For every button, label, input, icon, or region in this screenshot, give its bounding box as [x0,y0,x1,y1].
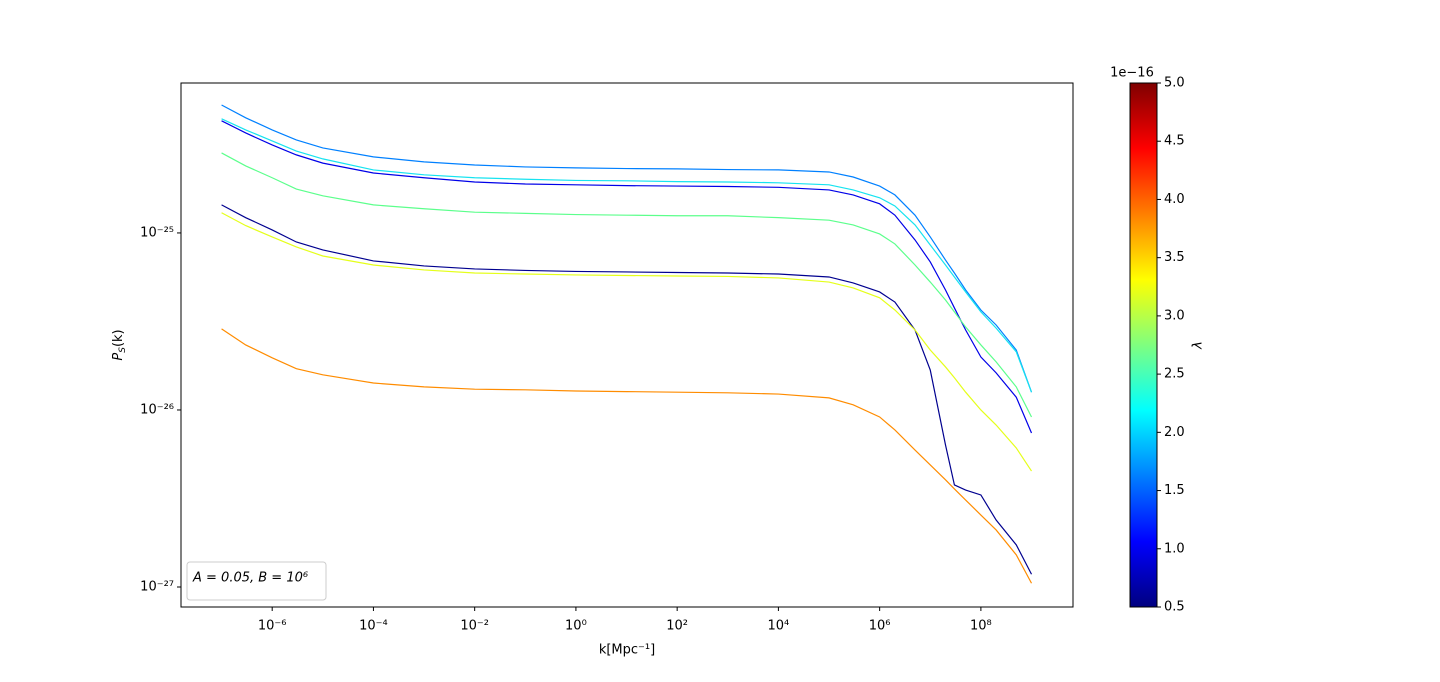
y-tick-label: 10⁻²⁷ [140,580,174,595]
lines [221,104,1033,584]
x-tick-label: 10⁴ [768,619,790,634]
colorbar-offset: 1e−16 [1110,66,1154,81]
colorbar-tick-label: 3.0 [1164,308,1185,323]
y-label-rest: (k) [111,329,126,347]
x-tick-label: 10⁶ [869,619,891,634]
colorbar-tick-label: 4.5 [1164,134,1185,149]
colorbar-tick-label: 4.0 [1164,192,1185,207]
series-line [221,328,1033,584]
colorbar [1129,82,1158,608]
series-line [221,152,1033,418]
x-tick-label: 10⁻⁴ [359,619,388,634]
y-tick-label: 10⁻²⁶ [140,402,174,417]
x-tick-label: 10⁻⁶ [258,619,287,634]
y-tick-label: 10⁻²⁵ [140,225,174,240]
colorbar-tick-label: 1.5 [1164,483,1185,498]
colorbar-tick-label: 1.0 [1164,541,1185,556]
x-tick-label: 10⁸ [970,619,992,634]
annotation: A = 0.05, B = 10⁶ [192,571,308,586]
x-tick-label: 10⁻² [460,619,489,634]
y-axis-label: PS(k) [111,329,128,360]
series-line [221,204,1033,575]
annotation-box [186,561,327,601]
x-tick-label: 10² [666,619,688,634]
colorbar-tick-label: 2.0 [1164,425,1185,440]
colorbar-label: λ [1191,341,1206,350]
colorbar-tick-label: 0.5 [1164,600,1185,615]
colorbar-tick-label: 5.0 [1164,76,1185,91]
y-label-main: P [111,353,126,361]
y-label-sub: S [118,347,128,353]
colorbar-tick-label: 2.5 [1164,367,1185,382]
series-line [221,212,1033,472]
x-axis-label: k[Mpc⁻¹] [599,643,655,658]
colorbar-tick-label: 3.5 [1164,250,1185,265]
x-tick-label: 10⁰ [565,619,587,634]
plot-area [180,82,1074,608]
series-line [221,104,1033,393]
series-line [221,118,1033,393]
